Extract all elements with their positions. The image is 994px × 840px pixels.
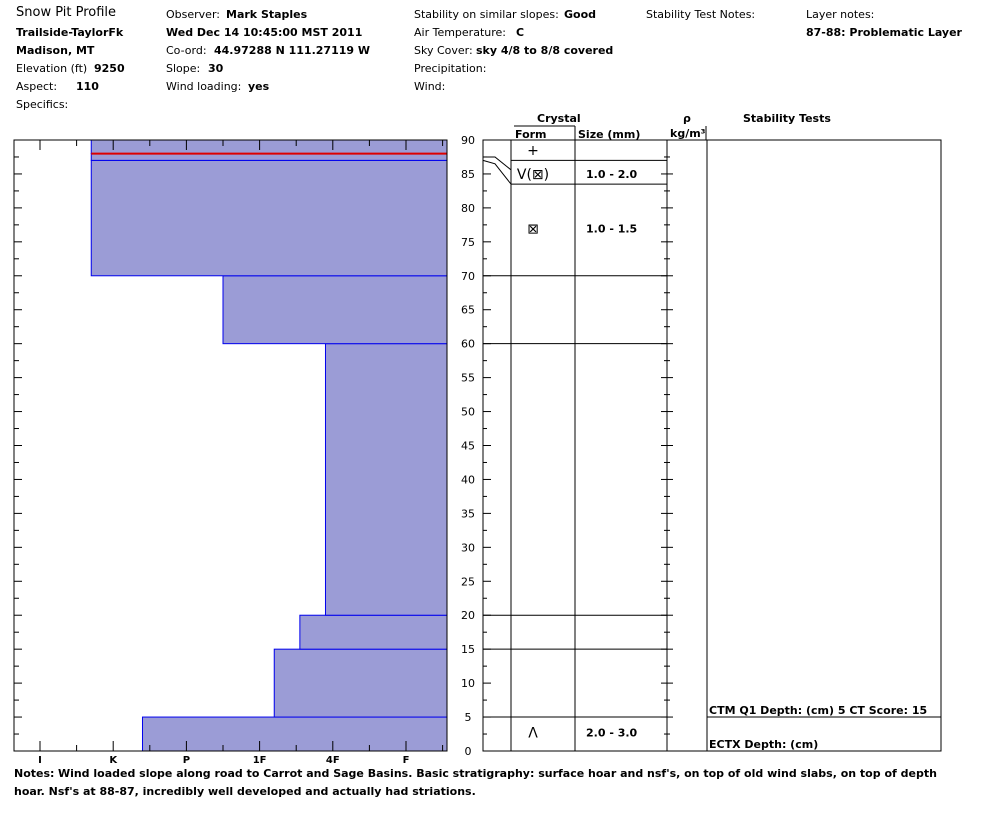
depth-label: 20 xyxy=(461,609,475,622)
layer-notes-value: 87-88: Problematic Layer xyxy=(806,26,962,39)
depth-label: 70 xyxy=(461,270,475,283)
region-name: Madison, MT xyxy=(16,44,95,57)
density-unit: kg/m³ xyxy=(670,127,706,140)
sky-cover-label: Sky Cover: xyxy=(414,44,473,57)
stability-tests-header: Stability Tests xyxy=(743,112,831,125)
elevation-label: Elevation (ft) xyxy=(16,62,88,75)
crystal-form-symbol: V(⊠) xyxy=(517,167,549,183)
density-symbol: ρ xyxy=(683,112,691,125)
observer-value: Mark Staples xyxy=(226,8,308,21)
depth-label: 90 xyxy=(461,134,475,147)
depth-label: 5 xyxy=(465,711,472,724)
hardness-label: P xyxy=(183,755,190,766)
form-header: Form xyxy=(515,128,547,141)
hardness-label: 1F xyxy=(253,755,267,766)
depth-label: 0 xyxy=(465,745,472,758)
depth-label: 75 xyxy=(461,236,475,249)
snow-profile-chart: Crystal Form Size (mm) ρ kg/m³ Stability… xyxy=(13,112,942,766)
hardness-bar xyxy=(90,159,448,277)
depth-label: 25 xyxy=(461,575,475,588)
hardness-bar xyxy=(324,343,448,616)
depth-label: 30 xyxy=(461,541,475,554)
aspect-value: 110 xyxy=(76,80,99,93)
hardness-label: F xyxy=(403,755,410,766)
crystal-form-symbol: ⊠ xyxy=(527,221,539,237)
hardness-bar xyxy=(222,275,448,345)
depth-label: 85 xyxy=(461,168,475,181)
hardness-label: K xyxy=(109,755,118,766)
wind-loading-label: Wind loading: xyxy=(166,80,242,93)
depth-label: 50 xyxy=(461,406,475,419)
depth-label: 40 xyxy=(461,473,475,486)
stability-label: Stability on similar slopes: xyxy=(414,8,559,21)
hardness-bar xyxy=(90,139,448,155)
specifics-label: Specifics: xyxy=(16,98,69,111)
layer-connector xyxy=(483,156,512,171)
hardness-label: I xyxy=(38,755,42,766)
hardness-plot: I K P 1F 4F F xyxy=(13,139,448,766)
coord-label: Co-ord: xyxy=(166,44,207,57)
depth-label: 65 xyxy=(461,304,475,317)
hardness-bar xyxy=(273,648,448,718)
layer-connector xyxy=(482,159,512,185)
hardness-bar xyxy=(299,614,448,650)
depth-axis: 0 5 10 15 20 25 30 35 40 45 50 55 60 65 70 75 80 85 90 xyxy=(461,134,475,758)
notes-label: Notes: xyxy=(14,767,55,780)
wind-label: Wind: xyxy=(414,80,446,93)
precipitation-label: Precipitation: xyxy=(414,62,487,75)
crystal-form-symbol: Λ xyxy=(528,725,538,741)
stability-value: Good xyxy=(564,8,597,21)
notes-text: Wind loaded slope along road to Carrot a… xyxy=(14,767,937,798)
depth-label: 60 xyxy=(461,338,475,351)
air-temp-label: Air Temperature: xyxy=(414,26,506,39)
depth-label: 10 xyxy=(461,677,475,690)
notes-block: Notes: Wind loaded slope along road to C… xyxy=(14,765,944,801)
hardness-bar xyxy=(141,716,448,752)
hardness-label: 4F xyxy=(326,755,340,766)
crystal-size-value: 1.0 - 1.5 xyxy=(586,222,637,235)
page-title: Snow Pit Profile xyxy=(16,5,117,20)
layer-notes-label: Layer notes: xyxy=(806,8,875,21)
aspect-label: Aspect: xyxy=(16,80,58,93)
location-name: Trailside-TaylorFk xyxy=(16,26,124,39)
layer-table: + V(⊠) 1.0 - 2.0 ⊠ 1.0 - 1.5 Λ 2.0 - 3.0 CTM Q1… xyxy=(482,139,942,752)
observation-datetime: Wed Dec 14 10:45:00 MST 2011 xyxy=(166,26,363,39)
hardness-bar xyxy=(90,153,448,161)
air-temp-value: C xyxy=(516,26,525,39)
slope-value: 30 xyxy=(208,62,224,75)
elevation-value: 9250 xyxy=(94,62,125,75)
depth-label: 45 xyxy=(461,440,475,453)
depth-label: 80 xyxy=(461,202,475,215)
stability-test-ectx: ECTX Depth: (cm) xyxy=(709,738,818,751)
stability-test-notes-label: Stability Test Notes: xyxy=(646,8,756,21)
sky-cover-value: sky 4/8 to 8/8 covered xyxy=(476,44,614,57)
observer-label: Observer: xyxy=(166,8,220,21)
depth-label: 15 xyxy=(461,643,475,656)
crystal-size-value: 1.0 - 2.0 xyxy=(586,168,638,181)
crystal-size-value: 2.0 - 3.0 xyxy=(586,726,638,739)
wind-loading-value: yes xyxy=(248,80,270,93)
slope-label: Slope: xyxy=(166,62,201,75)
stability-test-ctm: CTM Q1 Depth: (cm) 5 CT Score: 15 xyxy=(709,704,927,717)
crystal-header: Crystal xyxy=(537,112,581,125)
table-frame xyxy=(482,139,942,752)
depth-label: 35 xyxy=(461,507,475,520)
crystal-form-symbol: + xyxy=(527,143,539,159)
depth-label: 55 xyxy=(461,372,475,385)
coord-value: 44.97288 N 111.27119 W xyxy=(214,44,370,57)
size-header: Size (mm) xyxy=(578,128,640,141)
